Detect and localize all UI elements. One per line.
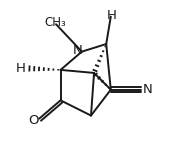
Text: H: H	[107, 9, 116, 22]
Text: CH₃: CH₃	[44, 16, 66, 29]
Text: H: H	[16, 62, 25, 75]
Text: O: O	[28, 114, 38, 127]
Text: N: N	[143, 83, 153, 96]
Text: N: N	[73, 44, 83, 57]
